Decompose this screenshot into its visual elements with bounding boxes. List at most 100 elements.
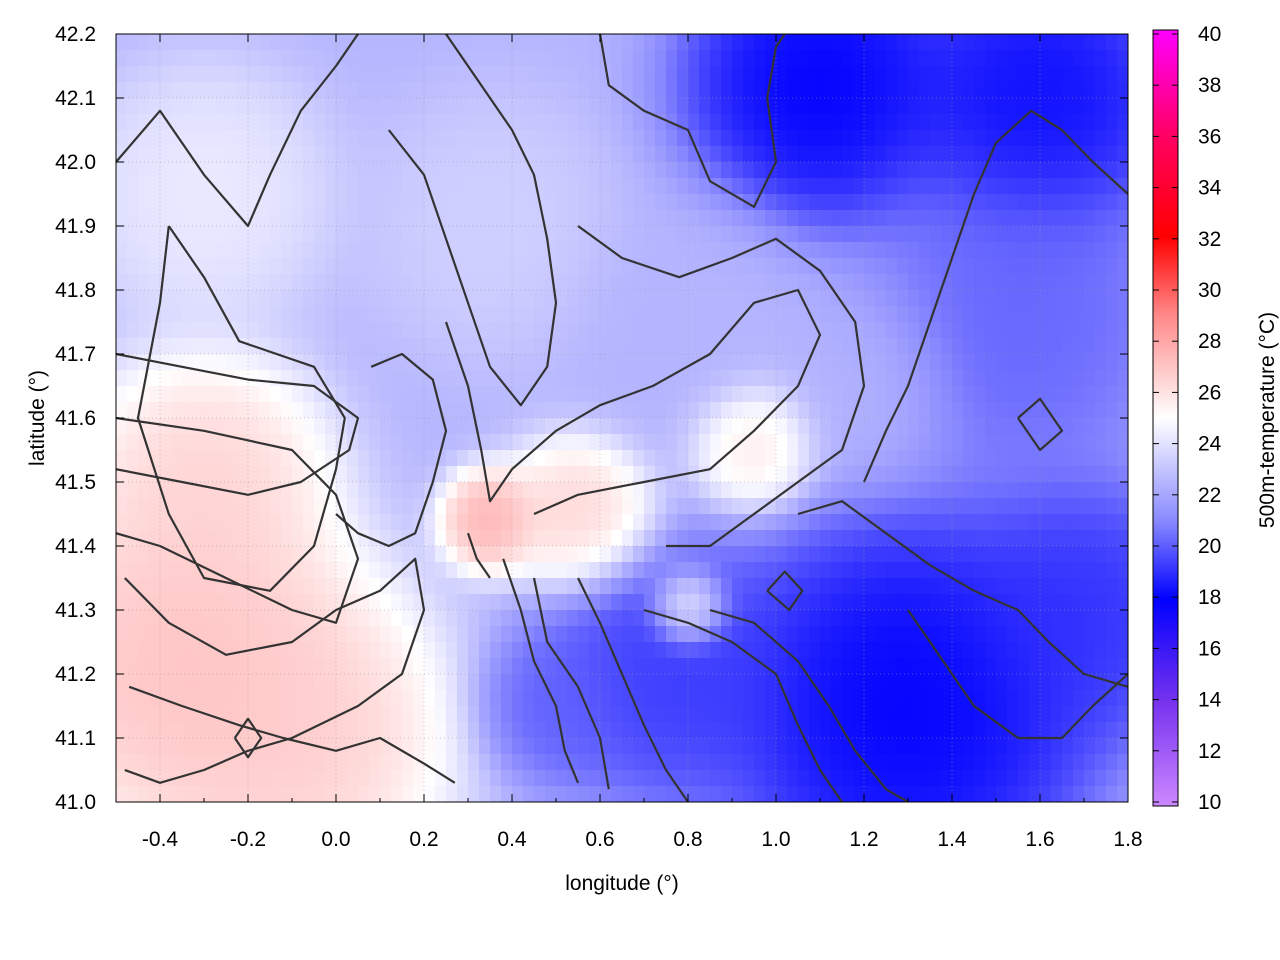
heatmap-cell [248, 402, 260, 419]
heatmap-cell [622, 322, 634, 339]
heatmap-cell [633, 370, 645, 387]
heatmap-cell [457, 210, 469, 227]
heatmap-cell [523, 770, 535, 787]
heatmap-cell [457, 514, 469, 531]
heatmap-cell [589, 498, 601, 515]
heatmap-cell [424, 98, 436, 115]
heatmap-cell [468, 626, 480, 643]
heatmap-cell [303, 354, 315, 371]
heatmap-cell [501, 738, 513, 755]
heatmap-cell [1106, 402, 1118, 419]
heatmap-cell [721, 34, 733, 51]
heatmap-cell [996, 690, 1008, 707]
heatmap-cell [776, 738, 788, 755]
heatmap-cell [215, 34, 227, 51]
heatmap-cell [853, 418, 865, 435]
heatmap-cell [1007, 386, 1019, 403]
heatmap-cell [809, 498, 821, 515]
heatmap-cell [589, 546, 601, 563]
heatmap-cell [248, 242, 260, 259]
heatmap-cell [886, 626, 898, 643]
heatmap-cell [523, 354, 535, 371]
contour-line [136, 225, 346, 592]
heatmap-cell [963, 786, 975, 802]
heatmap-cell [1040, 386, 1052, 403]
heatmap-cell [798, 370, 810, 387]
heatmap-cell [171, 274, 183, 291]
contour-line [797, 500, 1128, 688]
heatmap-cell [281, 114, 293, 131]
heatmap-cell [127, 722, 139, 739]
heatmap-cell [512, 658, 524, 675]
heatmap-cell [633, 466, 645, 483]
heatmap-cell [237, 658, 249, 675]
heatmap-cell [259, 402, 271, 419]
heatmap-cell [765, 130, 777, 147]
heatmap-cell [644, 594, 656, 611]
heatmap-cell [490, 338, 502, 355]
heatmap-cell [688, 786, 700, 802]
heatmap-cell [809, 290, 821, 307]
heatmap-cell [457, 274, 469, 291]
heatmap-cell [435, 754, 447, 771]
heatmap-cell [116, 738, 128, 755]
heatmap-cell [270, 738, 282, 755]
heatmap-cell [193, 450, 205, 467]
heatmap-cell [204, 610, 216, 627]
heatmap-cell [677, 258, 689, 275]
heatmap-cell [908, 386, 920, 403]
heatmap-cell [842, 610, 854, 627]
heatmap-cell [303, 530, 315, 547]
heatmap-cell [842, 786, 854, 802]
contour-line [598, 34, 786, 208]
heatmap-cell [732, 66, 744, 83]
heatmap-cell [567, 178, 579, 195]
heatmap-cell [732, 258, 744, 275]
heatmap-cell [963, 514, 975, 531]
heatmap-cell [655, 194, 667, 211]
heatmap-cell [633, 290, 645, 307]
heatmap-cell [171, 146, 183, 163]
heatmap-cell [1029, 754, 1041, 771]
heatmap-cell [633, 66, 645, 83]
heatmap-cell [1040, 594, 1052, 611]
heatmap-cell [402, 690, 414, 707]
heatmap-cell [534, 66, 546, 83]
heatmap-cell [1106, 594, 1118, 611]
heatmap-cell [391, 722, 403, 739]
heatmap-cell [193, 786, 205, 802]
heatmap-cell [820, 722, 832, 739]
heatmap-cell [853, 562, 865, 579]
heatmap-cell [336, 658, 348, 675]
heatmap-cell [259, 690, 271, 707]
heatmap-cell [259, 322, 271, 339]
heatmap-cell [908, 658, 920, 675]
heatmap-cell [1095, 786, 1107, 802]
heatmap-cell [809, 210, 821, 227]
heatmap-cell [897, 658, 909, 675]
heatmap-cell [699, 514, 711, 531]
heatmap-cell [633, 514, 645, 531]
heatmap-cell [963, 66, 975, 83]
heatmap-cell [765, 226, 777, 243]
heatmap-cell [721, 546, 733, 563]
heatmap-cell [996, 114, 1008, 131]
heatmap-cell [402, 722, 414, 739]
heatmap-cell [798, 194, 810, 211]
heatmap-cell [754, 514, 766, 531]
heatmap-cell [116, 322, 128, 339]
heatmap-cell [776, 370, 788, 387]
heatmap-cell [369, 258, 381, 275]
heatmap-cell [501, 162, 513, 179]
heatmap-cell [160, 706, 172, 723]
heatmap-cell [655, 594, 667, 611]
heatmap-cell [281, 578, 293, 595]
heatmap-cell [875, 642, 887, 659]
heatmap-cell [358, 290, 370, 307]
heatmap-cell [941, 226, 953, 243]
heatmap-cell [677, 706, 689, 723]
heatmap-cell [116, 610, 128, 627]
heatmap-cell [193, 546, 205, 563]
heatmap-cell [358, 690, 370, 707]
heatmap-cell [391, 322, 403, 339]
